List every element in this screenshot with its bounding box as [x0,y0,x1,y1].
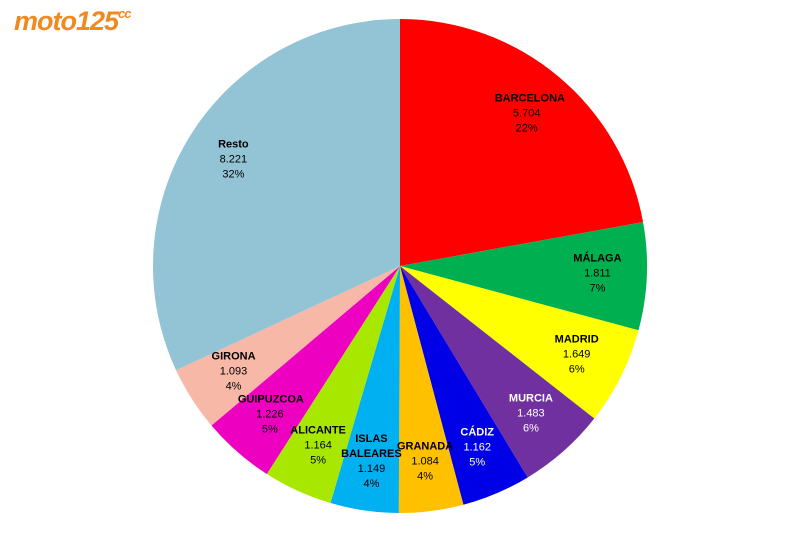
value-label: 1.811 [584,267,611,280]
slice-label: CÁDIZ 1.162 5% [445,425,509,470]
slice-label: GRANADA 1.084 4% [393,439,457,484]
value-label: 5.704 [512,107,541,120]
pie-slice [266,266,400,504]
pie-slice [153,19,400,371]
pie-slice [176,266,400,426]
percent-label: 32% [222,168,245,181]
logo-suffix: cc [118,6,132,21]
percent-label: 5% [261,423,278,436]
percent-label: 4% [225,380,242,393]
slice-label: ALICANTE 1.164 5% [286,423,350,468]
pie-slice [330,266,400,513]
slice-label: GIRONA 1.093 4% [202,350,266,395]
category-label: GRANADA [396,440,454,453]
category-label: MÁLAGA [573,252,622,265]
slice-label: GUIPUZCOA 1.226 5% [237,392,304,437]
value-label: 1.226 [256,408,284,421]
category-label: BARCELONA [494,92,565,105]
pie-slice [211,266,400,475]
logo: moto125cc [14,6,132,37]
slice-label: MURCIA 1.483 6% [499,392,563,437]
pie-slice [400,222,647,331]
slice-label: MADRID 1.649 6% [545,332,609,377]
pie-slice [400,266,528,505]
category-label: MURCIA [508,392,553,405]
value-label: 1.162 [463,441,491,454]
value-label: 1.149 [357,462,386,475]
slice-label: MÁLAGA 1.811 7% [565,252,629,297]
category-label: Resto [218,138,249,151]
percent-label: 5% [469,456,486,469]
category-label: GUIPUZCOA [237,393,304,406]
category-label: MADRID [554,333,599,345]
value-label: 1.164 [304,439,332,452]
category-label: ALICANTE [290,424,346,437]
logo-name: moto125 [14,6,119,36]
percent-label: 22% [515,122,538,135]
value-label: 1.483 [517,407,545,420]
category-label: ISLAS BALEARES [341,432,402,460]
slice-label: Resto 8.221 32% [201,137,265,182]
value-label: 1.084 [411,455,439,468]
value-label: 1.093 [219,365,248,378]
percent-label: 6% [522,422,539,435]
percent-label: 4% [417,470,434,483]
category-label: CÁDIZ [460,426,494,439]
pie-slice [400,266,639,419]
value-label: 1.649 [562,348,591,360]
percent-label: 7% [589,282,606,295]
category-label: GIRONA [211,350,256,363]
value-label: 8.221 [219,153,248,166]
percent-label: 6% [568,363,585,375]
slice-label: BARCELONA 5.704 22% [494,92,565,137]
slice-label: ISLAS BALEARES 1.149 4% [339,432,403,492]
pie-slice [400,266,595,478]
percent-label: 5% [310,454,327,467]
pie-slice [398,266,464,513]
percent-label: 4% [363,477,380,490]
pie-slice [400,19,644,266]
